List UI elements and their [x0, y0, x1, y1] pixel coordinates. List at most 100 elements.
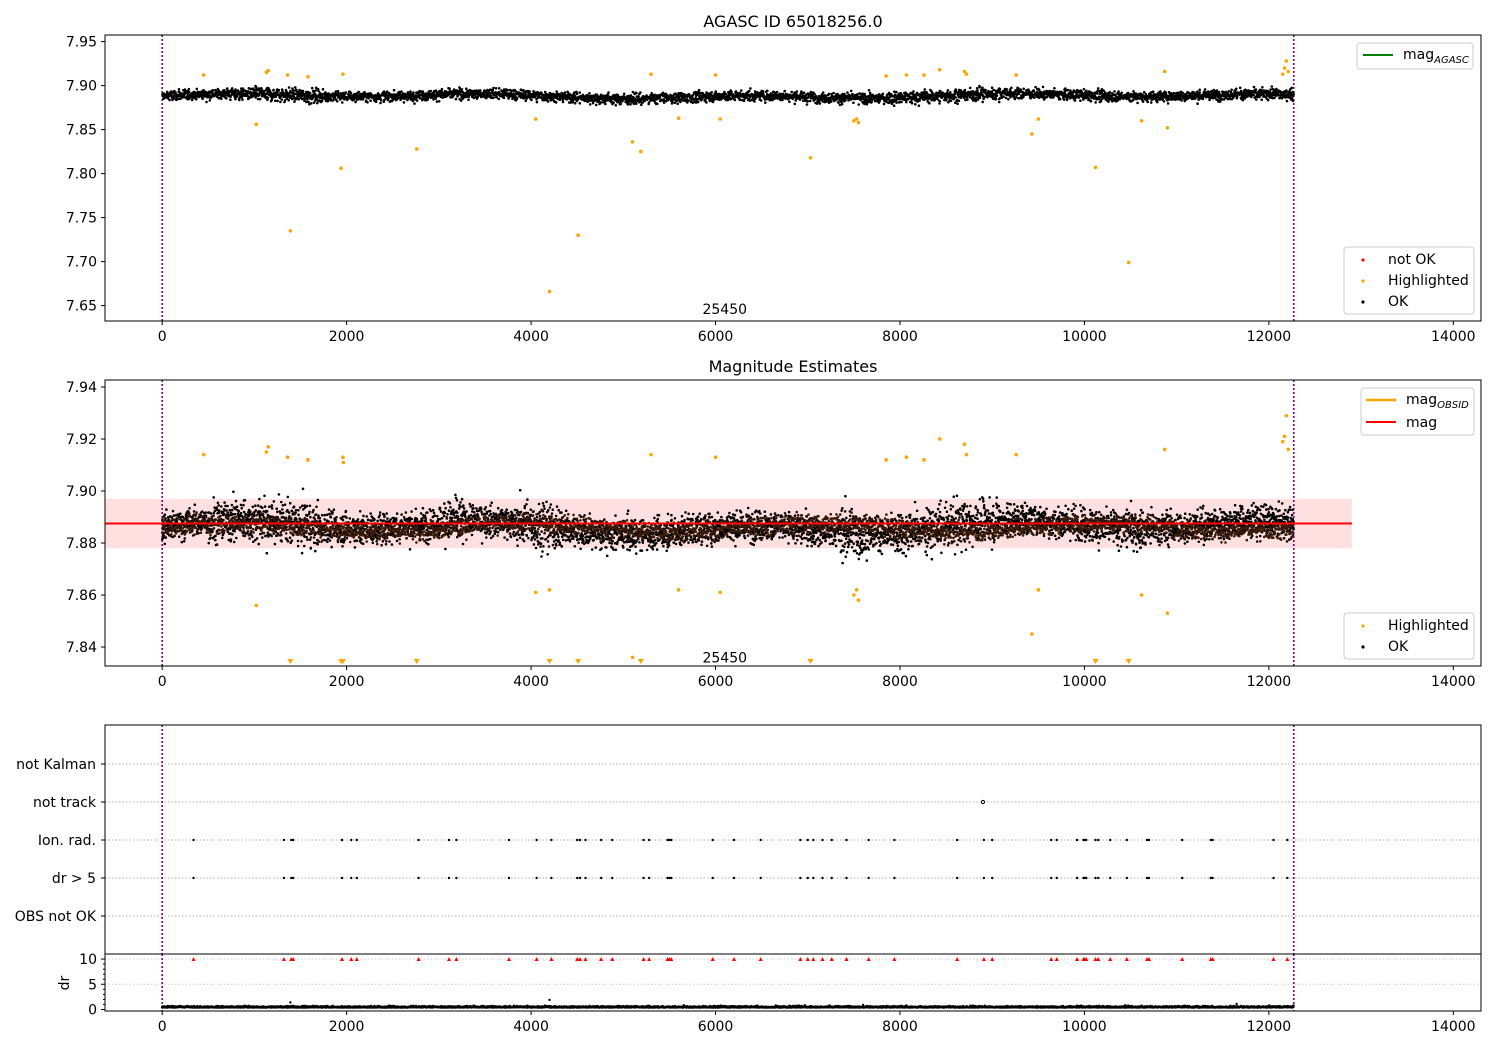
legend-label-highlighted: Highlighted	[1388, 273, 1469, 289]
y-tick-label: 7.84	[66, 640, 97, 656]
highlighted-point	[1036, 117, 1041, 121]
y-tick-label: 7.70	[66, 255, 97, 271]
highlighted-point	[547, 289, 552, 294]
flag-point	[668, 876, 671, 880]
dr-clipped-marker	[641, 957, 646, 962]
flag-point	[1083, 838, 1086, 842]
flag-point	[1109, 876, 1112, 880]
highlighted-point	[676, 588, 681, 592]
highlighted-point	[285, 73, 290, 77]
x-tick-label: 8000	[882, 1019, 918, 1035]
flag-point	[192, 876, 195, 880]
dr-clipped-marker	[1054, 957, 1059, 962]
flag-point	[991, 838, 994, 842]
flag-point	[1211, 876, 1214, 880]
flag-point	[991, 876, 994, 880]
highlighted-point	[547, 588, 552, 592]
highlighted-point	[1280, 72, 1285, 76]
highlighted-point	[533, 590, 538, 595]
legend-label-mag: mag	[1406, 415, 1437, 431]
flag-point	[507, 876, 511, 880]
flag-point	[955, 876, 959, 880]
panel1-y-ticks: 7.65 7.70 7.75 7.80 7.85 7.90 7.95	[66, 35, 105, 315]
flag-point	[759, 876, 762, 880]
panel2-legend-lines: magOBSID mag	[1360, 387, 1475, 436]
flag-point	[355, 876, 358, 880]
highlighted-point	[676, 116, 681, 120]
x-tick-label: 6000	[698, 674, 734, 690]
highlighted-point	[1284, 413, 1289, 418]
flag-point	[1272, 876, 1275, 880]
highlighted-point	[630, 140, 635, 144]
panel1-frame	[104, 34, 1482, 322]
x-tick-label: 0	[158, 674, 167, 690]
dr-clipped-marker	[1049, 957, 1054, 962]
flag-point	[1050, 838, 1053, 842]
panel1-x-ticks: 0 2000 4000 6000 8000 10000 12000 14000	[158, 321, 1476, 345]
y-tick-label: 7.86	[66, 588, 97, 604]
dr-clipped-marker	[829, 957, 834, 962]
dr-clipped-marker	[1096, 957, 1101, 962]
flag-point	[575, 876, 579, 880]
y-tick-label: 7.85	[66, 123, 97, 139]
panel2-plot-area	[105, 380, 1352, 666]
legend-label-ok: OK	[1388, 294, 1409, 310]
highlighted-point	[854, 588, 859, 592]
highlighted-point	[1282, 66, 1287, 70]
dr-clipped-marker	[798, 957, 803, 962]
highlighted-point	[1030, 632, 1034, 636]
flag-point	[578, 838, 582, 842]
flag-point	[759, 838, 762, 842]
flag-point	[799, 876, 802, 880]
highlighted-point	[414, 147, 419, 151]
highlighted-point	[856, 120, 861, 125]
dr-clipped-marker	[340, 957, 345, 962]
category-label: not Kalman	[16, 757, 96, 773]
dr-clipped-marker	[820, 957, 825, 962]
highlighted-point	[288, 229, 293, 233]
legend-marker-ok	[1361, 300, 1365, 304]
flag-point	[1094, 838, 1097, 842]
flag-point	[507, 838, 511, 842]
panel4-y-axis-label: dr	[57, 975, 73, 990]
flag-point	[830, 876, 833, 880]
flag-point	[1286, 838, 1289, 842]
dr-clipped-marker	[1108, 957, 1113, 962]
flag-point	[647, 876, 651, 880]
y-tick-label: 7.92	[66, 432, 97, 448]
highlighted-point	[1165, 611, 1170, 616]
flag-point	[192, 838, 195, 842]
legend-marker-not-ok	[1361, 258, 1365, 262]
flag-point	[350, 838, 353, 842]
flag-point	[599, 838, 603, 842]
highlighted-point	[904, 73, 909, 77]
dr-clipped-marker	[647, 957, 652, 962]
highlighted-point	[713, 455, 718, 460]
dr-clipped-marker	[1084, 957, 1089, 962]
flag-point	[1075, 876, 1079, 880]
flag-point	[806, 876, 809, 880]
flag-point	[611, 876, 614, 880]
highlighted-point	[937, 67, 942, 72]
clipped-low-marker	[287, 659, 294, 664]
panel2-x-ticks: 0 2000 4000 6000 8000 10000 12000 14000	[158, 666, 1476, 690]
flag-point	[642, 876, 645, 880]
flag-point	[670, 838, 673, 842]
x-tick-label: 10000	[1062, 674, 1107, 690]
dr-clipped-marker	[610, 957, 615, 962]
highlighted-point	[339, 166, 343, 171]
clipped-low-marker	[1125, 659, 1132, 664]
panel3-plot-area	[161, 725, 1295, 954]
legend-marker-ok	[1361, 645, 1365, 649]
highlighted-point	[1162, 447, 1167, 452]
x-tick-label: 2000	[329, 674, 365, 690]
x-tick-label: 4000	[513, 674, 549, 690]
flag-point	[1209, 876, 1212, 880]
highlighted-point	[1093, 165, 1098, 170]
flag-point	[599, 876, 603, 880]
flag-point	[666, 838, 669, 842]
flag-point	[799, 838, 802, 842]
clipped-low-marker	[1092, 659, 1099, 664]
highlighted-point	[1139, 119, 1144, 123]
clipped-low-marker	[413, 659, 420, 664]
